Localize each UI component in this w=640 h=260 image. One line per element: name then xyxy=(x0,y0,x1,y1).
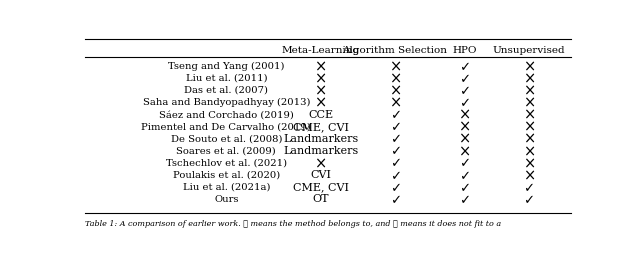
Text: Liu et al. (2011): Liu et al. (2011) xyxy=(186,74,267,83)
Text: $\checkmark$: $\checkmark$ xyxy=(390,157,401,170)
Text: $\checkmark$: $\checkmark$ xyxy=(459,72,470,85)
Text: CCE: CCE xyxy=(308,110,333,120)
Text: $\times$: $\times$ xyxy=(458,120,470,134)
Text: Liu et al. (2021a): Liu et al. (2021a) xyxy=(182,183,270,192)
Text: $\times$: $\times$ xyxy=(314,156,326,170)
Text: $\checkmark$: $\checkmark$ xyxy=(459,84,470,97)
Text: $\checkmark$: $\checkmark$ xyxy=(390,120,401,133)
Text: $\times$: $\times$ xyxy=(523,71,535,85)
Text: OT: OT xyxy=(312,194,329,204)
Text: Meta-Learning: Meta-Learning xyxy=(282,46,360,55)
Text: Algorithm Selection: Algorithm Selection xyxy=(342,46,447,55)
Text: Table 1: A comparison of earlier work. ✓ means the method belongs to, and ✗ mean: Table 1: A comparison of earlier work. ✓… xyxy=(85,220,501,228)
Text: CME, CVI: CME, CVI xyxy=(292,182,349,192)
Text: $\checkmark$: $\checkmark$ xyxy=(390,169,401,182)
Text: $\checkmark$: $\checkmark$ xyxy=(459,157,470,170)
Text: $\checkmark$: $\checkmark$ xyxy=(390,181,401,194)
Text: Poulakis et al. (2020): Poulakis et al. (2020) xyxy=(173,171,280,180)
Text: HPO: HPO xyxy=(452,46,477,55)
Text: $\times$: $\times$ xyxy=(314,59,326,73)
Text: $\checkmark$: $\checkmark$ xyxy=(390,108,401,121)
Text: $\times$: $\times$ xyxy=(314,96,326,109)
Text: $\times$: $\times$ xyxy=(458,108,470,122)
Text: $\checkmark$: $\checkmark$ xyxy=(459,193,470,206)
Text: $\times$: $\times$ xyxy=(314,83,326,98)
Text: $\times$: $\times$ xyxy=(523,108,535,122)
Text: $\times$: $\times$ xyxy=(523,83,535,98)
Text: $\checkmark$: $\checkmark$ xyxy=(390,193,401,206)
Text: CVI: CVI xyxy=(310,170,331,180)
Text: $\times$: $\times$ xyxy=(523,144,535,158)
Text: $\times$: $\times$ xyxy=(458,144,470,158)
Text: Saha and Bandyopadhyay (2013): Saha and Bandyopadhyay (2013) xyxy=(143,98,310,107)
Text: $\times$: $\times$ xyxy=(389,59,401,73)
Text: Sáez and Corchado (2019): Sáez and Corchado (2019) xyxy=(159,110,294,119)
Text: $\checkmark$: $\checkmark$ xyxy=(459,60,470,73)
Text: Ours: Ours xyxy=(214,195,239,204)
Text: $\checkmark$: $\checkmark$ xyxy=(459,181,470,194)
Text: Landmarkers: Landmarkers xyxy=(283,146,358,156)
Text: $\times$: $\times$ xyxy=(389,71,401,85)
Text: $\times$: $\times$ xyxy=(458,132,470,146)
Text: $\checkmark$: $\checkmark$ xyxy=(524,181,534,194)
Text: $\times$: $\times$ xyxy=(523,120,535,134)
Text: $\times$: $\times$ xyxy=(523,96,535,109)
Text: Soares et al. (2009): Soares et al. (2009) xyxy=(177,147,276,155)
Text: De Souto et al. (2008): De Souto et al. (2008) xyxy=(171,134,282,144)
Text: $\times$: $\times$ xyxy=(314,71,326,85)
Text: Tseng and Yang (2001): Tseng and Yang (2001) xyxy=(168,62,285,71)
Text: Tschechlov et al. (2021): Tschechlov et al. (2021) xyxy=(166,159,287,168)
Text: $\checkmark$: $\checkmark$ xyxy=(390,132,401,145)
Text: $\times$: $\times$ xyxy=(523,168,535,182)
Text: Das et al. (2007): Das et al. (2007) xyxy=(184,86,268,95)
Text: $\checkmark$: $\checkmark$ xyxy=(459,169,470,182)
Text: $\times$: $\times$ xyxy=(523,156,535,170)
Text: CME, CVI: CME, CVI xyxy=(292,122,349,132)
Text: $\checkmark$: $\checkmark$ xyxy=(390,145,401,158)
Text: Pimentel and De Carvalho (2019): Pimentel and De Carvalho (2019) xyxy=(141,122,311,131)
Text: $\checkmark$: $\checkmark$ xyxy=(459,96,470,109)
Text: $\times$: $\times$ xyxy=(389,96,401,109)
Text: $\times$: $\times$ xyxy=(389,83,401,98)
Text: $\checkmark$: $\checkmark$ xyxy=(524,193,534,206)
Text: Landmarkers: Landmarkers xyxy=(283,134,358,144)
Text: Unsupervised: Unsupervised xyxy=(493,46,565,55)
Text: $\times$: $\times$ xyxy=(523,59,535,73)
Text: $\times$: $\times$ xyxy=(523,132,535,146)
